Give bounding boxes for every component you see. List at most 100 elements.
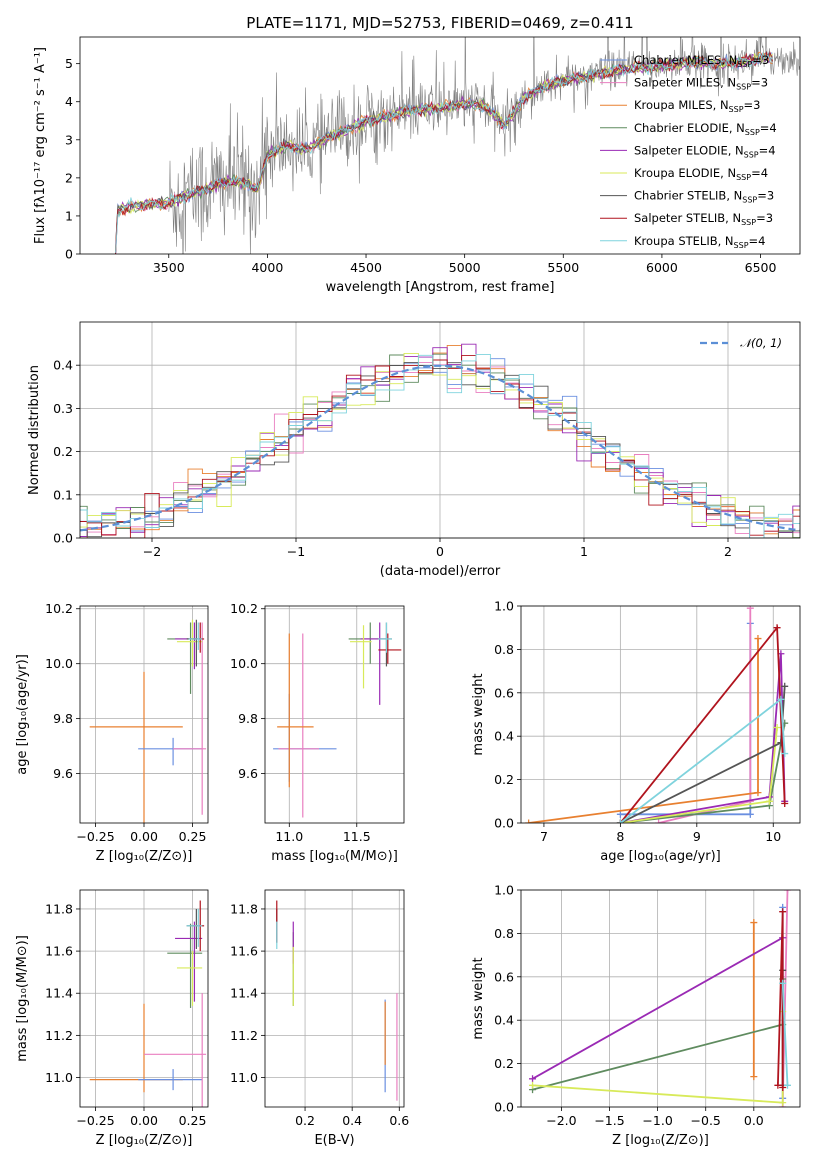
x-tick-label: −1.0: [642, 1113, 672, 1128]
plus-marker: [750, 1073, 758, 1081]
y-tick-label: 11.2: [45, 1028, 73, 1043]
mass_vs_ebv-points: [276, 900, 398, 1101]
y-tick-label: 0.2: [53, 444, 73, 459]
massweight_vs_age-frame: [520, 605, 801, 824]
legend-text: Salpeter ELODIE, N: [634, 143, 744, 157]
x-tick-label: 2: [724, 544, 732, 559]
y-tick-label: 11.8: [45, 901, 73, 916]
plus-marker: [529, 1075, 537, 1083]
legend-label: Chabrier STELIB, NSSP=3: [634, 189, 774, 205]
x-tick-label: 1: [580, 544, 588, 559]
errorbar-point: [378, 622, 392, 653]
x-tick-label: 0.4: [342, 1113, 362, 1128]
series-kroupa_stelib: [781, 983, 789, 1086]
y-tick-label: 0: [65, 247, 73, 262]
massweight_vs_Z-axes: −2.0 −1.5 −1.0 −0.5 0.0 0.0 0.2 0.4 0.6 0.8 1.0 Z […: [471, 883, 800, 1148]
errorbar-point: [273, 693, 337, 782]
legend-sub: SSP: [734, 241, 749, 250]
errorbar-point: [173, 622, 207, 815]
x-axis-label: (data-model)/error: [380, 564, 501, 579]
y-tick-label: 11.4: [230, 986, 258, 1001]
y-tick-label: 0.4: [494, 729, 514, 744]
x-tick-label: 3500: [153, 260, 185, 275]
spectrum-lines: [115, 37, 800, 254]
x-axis-label: Z [log₁₀(Z/Z⊙)]: [96, 849, 193, 864]
y-tick-label: 0.4: [494, 1013, 514, 1028]
y-axis-label: Flux [fλ10⁻¹⁷ erg cm⁻² s⁻¹ A⁻¹]: [33, 47, 48, 244]
residuals-axes: −2 −1 0 1 2 0.0 0.1 0.2 0.3 0.4 (data-model)/error…: [27, 322, 800, 579]
x-tick-label: 6500: [745, 260, 777, 275]
legend-label: Salpeter STELIB, NSSP=3: [634, 211, 773, 227]
y-tick-label: 0.8: [494, 642, 514, 657]
y-tick-label: 11.0: [230, 1070, 258, 1085]
legend-sub: SSP: [741, 218, 756, 227]
x-tick-label: 0.2: [295, 1113, 315, 1128]
y-tick-label: 9.6: [238, 766, 258, 781]
legend-label: Kroupa STELIB, NSSP=4: [634, 234, 765, 250]
residual-lines: [80, 343, 800, 538]
y-tick-label: 0.3: [53, 401, 73, 416]
errorbar-point: [167, 923, 203, 1008]
x-tick-label: −1: [287, 544, 305, 559]
x-tick-label: 4500: [350, 260, 382, 275]
y-tick-label: 11.4: [45, 986, 73, 1001]
x-tick-label: 11.0: [275, 829, 303, 844]
x-tick-label: 0.00: [130, 829, 158, 844]
plus-marker: [779, 908, 787, 916]
mass_vs_Z-points: [89, 900, 207, 1107]
age_vs_Z-axes: −0.25 0.00 0.25 9.6 9.8 10.0 10.2 Z [log₁₀(Z/Z⊙…: [15, 601, 208, 864]
y-tick-label: 9.6: [53, 766, 73, 781]
x-tick-label: 0.00: [130, 1113, 158, 1128]
y-tick-label: 10.2: [45, 601, 73, 616]
x-tick-label: −2: [143, 544, 161, 559]
plus-marker: [616, 819, 624, 823]
legend-eq: =3: [752, 53, 769, 67]
series-chabrier_miles: [620, 623, 752, 816]
errorbar-point: [89, 1003, 183, 1093]
spectrum-axes: 3500 4000 4500 5000 5500 6000 6500 0 1 2 3 4 5 wavele…: [33, 47, 777, 295]
x-tick-label: 7: [540, 829, 548, 844]
series-salpeter_stelib: [619, 625, 786, 823]
y-tick-label: 11.8: [230, 901, 258, 916]
errorbar-point: [176, 951, 203, 1006]
y-tick-label: 0.2: [494, 1056, 514, 1071]
plus-marker: [779, 1083, 787, 1091]
y-axis-label: mass weight: [471, 957, 486, 1039]
legend-sub: SSP: [736, 173, 751, 182]
legend-text: Kroupa STELIB, N: [634, 234, 734, 248]
legend-sub: SSP: [737, 60, 752, 69]
series-salpeter_miles: [658, 608, 752, 823]
x-tick-label: −0.25: [76, 829, 114, 844]
massweight_vs_Z-lines: [529, 890, 791, 1107]
plus-marker: [779, 1099, 787, 1107]
y-tick-label: 10.0: [45, 656, 73, 671]
errorbar-point: [89, 671, 183, 823]
legend-eq: =4: [759, 143, 776, 157]
histogram-chabrier_stelib: [80, 362, 800, 538]
spectrum-frame: [79, 36, 801, 255]
plus-marker: [783, 890, 791, 894]
plus-marker: [781, 682, 789, 690]
legend-text: Salpeter STELIB, N: [634, 211, 741, 225]
legend-text: Chabrier ELODIE, N: [634, 121, 745, 135]
plus-marker: [525, 819, 533, 823]
legend-sub: SSP: [736, 83, 751, 92]
spectrum-model-salpeter_stelib: [115, 50, 773, 254]
x-axis-label: E(B-V): [314, 1133, 354, 1148]
plus-marker: [779, 979, 787, 987]
age_vs_mass-points: [273, 622, 402, 818]
y-axis-label: age [log₁₀(age/yr)]: [15, 654, 30, 775]
legend-text: Kroupa MILES, N: [634, 98, 729, 112]
x-axis-label: Z [log₁₀(Z/Z⊙)]: [612, 1133, 709, 1148]
legend-label: Kroupa ELODIE, NSSP=4: [634, 166, 768, 182]
mass_vs_ebv-axes: 0.2 0.4 0.6 11.0 11.2 11.4 11.6 11.8 E(B-V): [230, 890, 409, 1148]
legend-sub: SSP: [745, 128, 760, 137]
y-tick-label: 1.0: [494, 883, 514, 898]
legend-eq: =4: [749, 234, 766, 248]
x-tick-label: 0.25: [179, 1113, 207, 1128]
y-axis-label: mass [log₁₀(M/M⊙)]: [15, 935, 30, 1062]
errorbar-point: [278, 633, 319, 818]
x-tick-label: 0: [436, 544, 444, 559]
errorbar-point: [188, 622, 203, 650]
y-axis-label: mass weight: [471, 673, 486, 755]
